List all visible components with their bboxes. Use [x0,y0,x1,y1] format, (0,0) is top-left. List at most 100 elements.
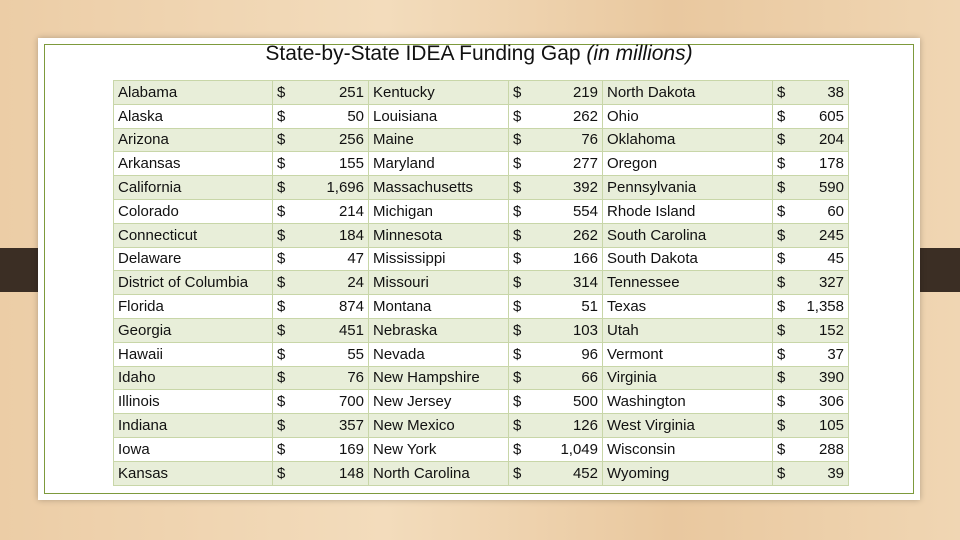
dollar-sign: $ [272,460,299,486]
dollar-sign: $ [772,317,793,343]
state: Connecticut [113,222,273,248]
amount: 76 [532,127,603,153]
dollar-sign: $ [772,222,793,248]
dollar-sign: $ [508,246,533,272]
amount: 184 [298,222,369,248]
state: Idaho [113,365,273,391]
amount: 96 [532,341,603,367]
table-row: Alabama $251 Kentucky $219 North Dakota $38 [113,80,849,105]
amount: 314 [532,270,603,296]
state: District of Columbia [113,270,273,296]
amount: 103 [532,317,603,343]
dollar-sign: $ [508,413,533,438]
dollar-sign: $ [772,365,793,391]
amount: 39 [792,460,849,486]
dollar-sign: $ [272,80,299,105]
dollar-sign: $ [508,270,533,296]
dollar-sign: $ [272,294,299,319]
state: West Virginia [602,413,773,438]
table-row: Idaho $76 New Hampshire $66 Virginia $390 [113,365,849,391]
card: State-by-State IDEA Funding Gap (in mill… [38,38,920,500]
state: Wisconsin [602,436,773,462]
dollar-sign: $ [272,317,299,343]
amount: 169 [298,436,369,462]
dollar-sign: $ [772,460,793,486]
state: Arkansas [113,151,273,177]
amount: 50 [298,103,369,129]
state: Virginia [602,365,773,391]
state: New Hampshire [368,365,509,391]
frame [44,44,914,494]
state: Michigan [368,198,509,224]
dollar-sign: $ [772,198,793,224]
state: South Carolina [602,222,773,248]
state: New York [368,436,509,462]
amount: 1,049 [532,436,603,462]
dollar-sign: $ [272,365,299,391]
table-row: Illinois $700 New Jersey $500 Washington $306 [113,389,849,415]
dollar-sign: $ [272,175,299,200]
amount: 76 [298,365,369,391]
title: State-by-State IDEA Funding Gap (in mill… [38,42,920,66]
dollar-sign: $ [508,103,533,129]
table-row: Arkansas $155 Maryland $277 Oregon $178 [113,151,849,177]
state: Pennsylvania [602,175,773,200]
dollar-sign: $ [508,175,533,200]
amount: 105 [792,413,849,438]
dollar-sign: $ [508,198,533,224]
dollar-sign: $ [508,436,533,462]
dollar-sign: $ [508,80,533,105]
state: New Mexico [368,413,509,438]
amount: 256 [298,127,369,153]
dollar-sign: $ [772,151,793,177]
state: Hawaii [113,341,273,367]
state: Louisiana [368,103,509,129]
dollar-sign: $ [772,246,793,272]
state: Vermont [602,341,773,367]
title-note: (in millions) [586,42,693,65]
amount: 148 [298,460,369,486]
table-row: Hawaii $55 Nevada $96 Vermont $37 [113,341,849,367]
dollar-sign: $ [272,413,299,438]
amount: 251 [298,80,369,105]
dollar-sign: $ [272,127,299,153]
amount: 24 [298,270,369,296]
amount: 874 [298,294,369,319]
state: Rhode Island [602,198,773,224]
dollar-sign: $ [772,127,793,153]
table-row: California $1,696 Massachusetts $392 Pennsyl… [113,175,849,200]
amount: 66 [532,365,603,391]
dollar-sign: $ [772,413,793,438]
table-row: Indiana $357 New Mexico $126 West Virginia $1… [113,413,849,438]
state: Ohio [602,103,773,129]
amount: 178 [792,151,849,177]
table-row: Iowa $169 New York $1,049 Wisconsin $288 [113,436,849,462]
dollar-sign: $ [272,436,299,462]
state: Georgia [113,317,273,343]
dollar-sign: $ [272,103,299,129]
table-row: Georgia $451 Nebraska $103 Utah $152 [113,317,849,343]
amount: 605 [792,103,849,129]
state: Utah [602,317,773,343]
dollar-sign: $ [772,294,793,319]
table-row: Arizona $256 Maine $76 Oklahoma $204 [113,127,849,153]
amount: 1,358 [792,294,849,319]
state: Tennessee [602,270,773,296]
state: Minnesota [368,222,509,248]
amount: 262 [532,103,603,129]
amount: 152 [792,317,849,343]
table-row: Colorado $214 Michigan $554 Rhode Island $60 [113,198,849,224]
dollar-sign: $ [508,294,533,319]
state: Indiana [113,413,273,438]
state: Arizona [113,127,273,153]
state: Alabama [113,80,273,105]
amount: 392 [532,175,603,200]
amount: 45 [792,246,849,272]
state: Colorado [113,198,273,224]
amount: 38 [792,80,849,105]
dollar-sign: $ [508,317,533,343]
amount: 219 [532,80,603,105]
amount: 37 [792,341,849,367]
dollar-sign: $ [272,198,299,224]
